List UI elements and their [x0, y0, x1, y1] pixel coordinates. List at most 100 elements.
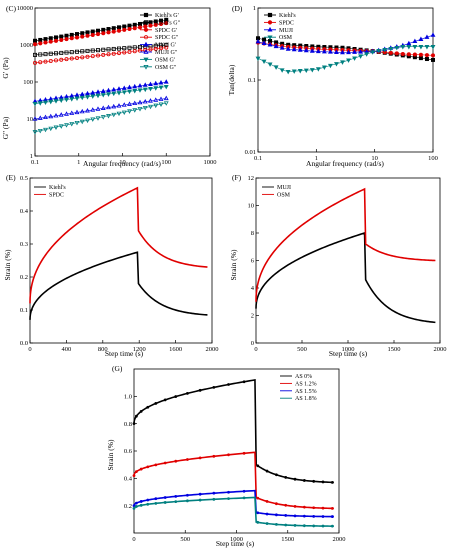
- panel-g-point: [242, 380, 246, 384]
- panel-d-point: [352, 49, 357, 54]
- panel-e-xlabel: Step time (s): [105, 349, 144, 358]
- panel-d-xtick-label: 100: [428, 155, 438, 162]
- panel-c-point: [132, 45, 137, 50]
- panel-c-point: [37, 128, 43, 134]
- panel-g-point: [265, 469, 269, 473]
- panel-e-creep-chart: (E) Strain (%) Step time (s) 0 400 800 1200…: [3, 173, 219, 358]
- panel-d-point: [273, 65, 279, 70]
- panel-d-point: [388, 50, 393, 55]
- panel-c-legend-marker: [143, 35, 149, 40]
- panel-c-xtick-label: 1000: [204, 159, 217, 166]
- panel-c-point: [142, 87, 148, 93]
- panel-c-point: [69, 32, 74, 37]
- panel-c-point: [127, 84, 132, 90]
- panel-c-point: [106, 47, 111, 52]
- panel-c-point: [153, 80, 159, 86]
- panel-d-point: [430, 53, 435, 58]
- panel-g-point: [154, 501, 158, 505]
- panel-g-point: [154, 497, 158, 501]
- panel-c-point: [111, 26, 116, 31]
- panel-g-point: [198, 388, 202, 392]
- panel-c-point: [32, 116, 38, 121]
- panel-c-point: [148, 104, 153, 110]
- panel-c-legend-marker: [143, 20, 149, 25]
- panel-c-point: [116, 91, 122, 96]
- panel-d-ylabel: Tan(delta): [227, 64, 236, 95]
- panel-d-point: [424, 57, 429, 62]
- panel-c-point: [64, 123, 69, 128]
- panel-c-point: [121, 90, 127, 95]
- panel-c-ylabel-bottom: G" (Pa): [1, 116, 10, 139]
- panel-c-point: [69, 56, 74, 61]
- panel-c-series-line: [34, 47, 167, 64]
- panel-c-point: [127, 101, 132, 106]
- panel-c-point: [96, 32, 101, 37]
- panel-d-point: [303, 68, 309, 73]
- panel-f-xtick-label: 1000: [342, 346, 355, 353]
- panel-d-xtick-label: 0.1: [254, 155, 262, 162]
- panel-g-point: [227, 383, 230, 386]
- panel-g-point: [242, 496, 246, 500]
- panel-c-point: [148, 23, 153, 28]
- panel-g-point: [198, 498, 202, 502]
- panel-c-point: [106, 104, 111, 110]
- panel-c-legend-entry: SPDC G": [155, 35, 179, 41]
- panel-c-point: [127, 23, 132, 28]
- panel-c-point: [158, 96, 164, 101]
- panel-g-point: [174, 395, 178, 398]
- panel-c-point: [132, 83, 138, 89]
- panel-c-point: [85, 54, 90, 59]
- panel-d-legend-marker: [267, 35, 273, 41]
- panel-d-ytick-label: 0.1: [248, 77, 256, 84]
- panel-c-point: [48, 99, 54, 105]
- panel-c-point: [80, 49, 85, 54]
- panel-g-point: [163, 496, 167, 499]
- panel-c-legend-marker: [143, 49, 149, 54]
- panel-c-point: [100, 115, 106, 120]
- panel-f-ytick-label: 10: [248, 203, 255, 210]
- panel-g-point: [212, 497, 216, 501]
- panel-c-point: [137, 99, 143, 105]
- panel-c-point: [32, 130, 38, 135]
- panel-c-point: [74, 109, 80, 115]
- panel-g-point: [146, 502, 150, 506]
- panel-c-xlabel: Angular frequency (rad/s): [83, 159, 161, 168]
- panel-c-point: [85, 118, 90, 124]
- panel-g-point: [330, 480, 334, 484]
- panel-f-xtick-label: 1500: [388, 346, 401, 353]
- panel-d-point: [412, 52, 417, 57]
- panel-d-point: [267, 62, 273, 67]
- panel-g-point: [274, 473, 278, 477]
- panel-g-point: [274, 513, 278, 517]
- panel-d-point: [273, 43, 279, 49]
- panel-c-point: [75, 32, 80, 37]
- panel-g-point: [330, 515, 334, 518]
- panel-g-point: [330, 506, 334, 510]
- panel-c-point: [106, 92, 111, 97]
- panel-g-point: [163, 461, 167, 465]
- panel-c-point: [90, 48, 95, 53]
- panel-c-ytick-label: 10000: [17, 5, 33, 12]
- panel-c-point: [43, 37, 48, 42]
- panel-c-point: [69, 50, 74, 55]
- panel-c-point: [96, 48, 101, 53]
- panel-c-point: [158, 46, 163, 51]
- panel-c-point: [127, 49, 132, 54]
- panel-c-point: [100, 105, 106, 110]
- panel-d-label: (D): [232, 4, 243, 13]
- panel-d-point: [261, 40, 267, 45]
- panel-c-point: [111, 29, 116, 34]
- panel-g-point: [330, 524, 334, 528]
- panel-c-point: [48, 36, 53, 41]
- panel-c-point: [142, 98, 148, 104]
- panel-d-point: [430, 57, 435, 62]
- panel-g-point: [132, 474, 136, 478]
- panel-f-legend-entry: MUJI: [277, 185, 291, 191]
- panel-d-xtick-label: 10: [371, 155, 378, 162]
- panel-d-point: [406, 40, 412, 46]
- panel-c-point: [90, 90, 96, 95]
- panel-c-point: [153, 97, 159, 102]
- panel-g-point: [321, 524, 325, 528]
- panel-e-frame: [29, 177, 213, 344]
- panel-d-point: [412, 38, 418, 44]
